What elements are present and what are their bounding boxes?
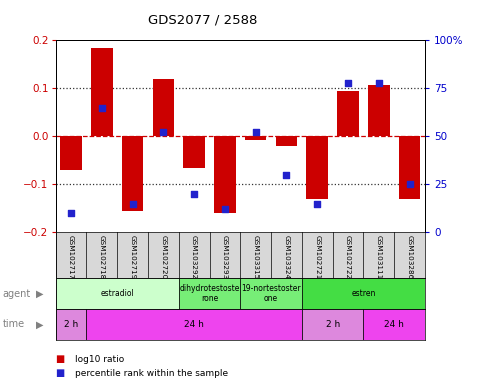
Point — [313, 200, 321, 207]
Bar — [86, 309, 302, 340]
Text: GSM102717: GSM102717 — [68, 235, 74, 279]
Text: GSM103292: GSM103292 — [191, 235, 197, 279]
Text: GSM102719: GSM102719 — [129, 235, 136, 279]
Text: ■: ■ — [56, 354, 65, 364]
Text: ▶: ▶ — [36, 289, 43, 299]
Text: GSM102722: GSM102722 — [345, 235, 351, 279]
Point — [344, 79, 352, 86]
Text: GSM103324: GSM103324 — [284, 235, 289, 279]
Bar — [337, 91, 359, 136]
Bar — [241, 278, 302, 309]
Text: 2 h: 2 h — [64, 320, 78, 329]
Bar — [399, 136, 420, 199]
Bar — [214, 136, 236, 213]
Text: log10 ratio: log10 ratio — [75, 354, 124, 364]
Text: time: time — [2, 319, 25, 329]
Text: GSM103111: GSM103111 — [376, 235, 382, 279]
Bar — [302, 278, 425, 309]
Text: 2 h: 2 h — [326, 320, 340, 329]
Point — [190, 191, 198, 197]
Bar — [364, 309, 425, 340]
Text: ▶: ▶ — [36, 319, 43, 329]
Point — [375, 79, 383, 86]
Text: GSM102718: GSM102718 — [99, 235, 105, 279]
Text: GSM102720: GSM102720 — [160, 235, 166, 279]
Bar — [60, 136, 82, 170]
Text: 24 h: 24 h — [184, 320, 204, 329]
Bar — [184, 136, 205, 167]
Point — [67, 210, 75, 216]
Bar — [307, 136, 328, 199]
Bar — [56, 278, 179, 309]
Point — [128, 200, 136, 207]
Text: estren: estren — [351, 289, 376, 298]
Bar — [153, 79, 174, 136]
Point — [221, 206, 229, 212]
Point — [159, 129, 167, 136]
Bar — [179, 278, 240, 309]
Bar — [302, 309, 364, 340]
Text: GSM103286: GSM103286 — [407, 235, 412, 279]
Point — [283, 172, 290, 178]
Bar — [91, 48, 113, 136]
Text: dihydrotestoste
rone: dihydrotestoste rone — [179, 284, 240, 303]
Point — [98, 104, 106, 111]
Text: GSM103293: GSM103293 — [222, 235, 228, 279]
Bar — [245, 136, 267, 140]
Text: GSM103315: GSM103315 — [253, 235, 259, 279]
Text: GSM102721: GSM102721 — [314, 235, 320, 279]
Text: 24 h: 24 h — [384, 320, 404, 329]
Text: estradiol: estradiol — [100, 289, 134, 298]
Point — [406, 181, 413, 187]
Bar — [368, 85, 390, 136]
Text: percentile rank within the sample: percentile rank within the sample — [75, 369, 228, 378]
Bar — [56, 309, 86, 340]
Text: GDS2077 / 2588: GDS2077 / 2588 — [148, 13, 257, 26]
Point — [252, 129, 259, 136]
Bar — [276, 136, 297, 146]
Bar — [122, 136, 143, 211]
Text: agent: agent — [2, 289, 30, 299]
Text: ■: ■ — [56, 368, 65, 378]
Text: 19-nortestoster
one: 19-nortestoster one — [242, 284, 301, 303]
